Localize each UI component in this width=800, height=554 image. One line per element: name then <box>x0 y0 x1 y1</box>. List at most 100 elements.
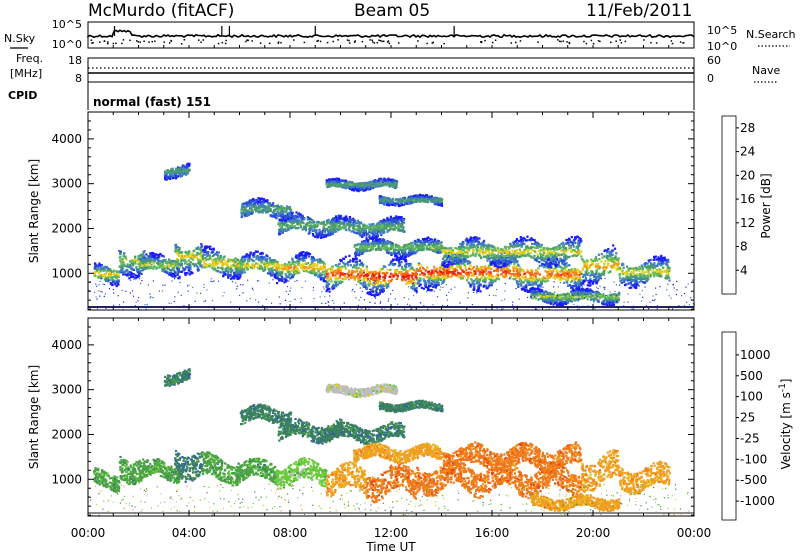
power-cell <box>176 257 179 260</box>
power-cell <box>263 263 266 266</box>
power-cell <box>630 286 633 289</box>
power-cell <box>538 278 541 281</box>
power-cell <box>379 220 382 223</box>
power-cell <box>197 261 200 264</box>
power-cell <box>565 262 568 265</box>
power-cell <box>667 260 670 263</box>
power-cell <box>184 268 187 271</box>
power-cell <box>116 283 120 286</box>
power-cell <box>254 208 257 211</box>
power-cell <box>652 267 655 270</box>
power-cell <box>648 265 651 268</box>
power-cell <box>606 249 609 252</box>
power-cell <box>297 219 300 222</box>
power-cell <box>618 276 622 279</box>
power-cell <box>546 275 549 278</box>
power-cell <box>556 272 559 275</box>
power-cell <box>582 275 585 278</box>
power-cell <box>587 267 590 270</box>
power-cell <box>446 272 450 275</box>
power-cell <box>157 262 160 265</box>
power-cell <box>616 267 619 270</box>
power-cell <box>323 234 326 237</box>
power-cell <box>369 292 372 295</box>
power-cell <box>245 255 248 258</box>
power-cell <box>309 263 312 266</box>
power-cell <box>176 249 179 252</box>
power-cell <box>597 253 600 256</box>
power-cell <box>126 269 129 272</box>
power-cell <box>381 285 385 288</box>
power-cell <box>290 220 293 223</box>
power-cell <box>233 271 236 274</box>
power-cell <box>360 227 363 231</box>
power-cell <box>361 235 364 238</box>
power-cell <box>422 277 425 281</box>
power-cell <box>656 270 659 273</box>
power-cell <box>386 271 389 275</box>
power-cell <box>340 260 343 263</box>
power-cell <box>557 263 560 266</box>
power-cell <box>646 270 649 273</box>
power-cell <box>576 282 579 285</box>
power-cell <box>97 271 100 274</box>
power-cell <box>653 266 656 269</box>
noise-search-dot <box>268 42 271 45</box>
power-cell <box>261 266 264 269</box>
noise-search-dot <box>484 39 486 42</box>
power-cell <box>461 277 465 280</box>
power-cell <box>185 260 188 263</box>
noise-search-dot <box>122 39 125 41</box>
power-cell <box>412 278 415 281</box>
power-cell <box>374 273 377 276</box>
power-cell <box>212 261 215 264</box>
power-cell <box>137 275 140 278</box>
power-cell <box>122 273 125 276</box>
power-cell <box>415 290 418 293</box>
power-cell <box>312 220 316 224</box>
power-cell <box>369 270 372 274</box>
power-cell <box>352 258 355 261</box>
power-cell <box>596 259 599 262</box>
power-cell <box>247 259 250 262</box>
power-cell <box>292 270 295 274</box>
power-cell <box>383 279 386 282</box>
power-cell <box>177 253 180 256</box>
power-cell <box>573 281 576 284</box>
noise-search-dot <box>121 42 123 45</box>
power-cell <box>174 271 177 274</box>
power-cell <box>236 269 239 272</box>
power-cell <box>229 268 232 271</box>
power-cell <box>279 274 282 277</box>
power-cell <box>610 250 613 253</box>
power-cell <box>665 277 668 280</box>
power-cell <box>469 285 472 288</box>
power-cell <box>517 270 520 273</box>
power-cell <box>467 273 470 276</box>
power-cell <box>402 276 405 280</box>
power-cell <box>111 278 114 281</box>
noise-search-dot <box>398 42 400 44</box>
power-cell <box>170 272 173 275</box>
power-cell <box>635 280 638 283</box>
power-cell <box>552 276 555 279</box>
power-cell <box>470 283 473 286</box>
power-cell <box>590 273 593 276</box>
power-cell <box>652 263 655 266</box>
power-cell <box>187 269 190 272</box>
power-cell <box>398 217 401 221</box>
power-cell <box>603 262 606 265</box>
power-cell <box>146 260 149 263</box>
power-cell <box>234 265 238 268</box>
power-cell <box>415 282 418 285</box>
power-cell <box>470 279 474 282</box>
power-cell <box>333 216 337 220</box>
power-cell <box>313 264 316 267</box>
power-cell <box>325 273 329 276</box>
power-cell <box>284 277 287 280</box>
power-cell <box>284 267 287 271</box>
power-cell <box>632 284 635 287</box>
power-cell <box>362 271 365 274</box>
power-cell <box>382 287 385 291</box>
power-cell <box>146 267 149 270</box>
